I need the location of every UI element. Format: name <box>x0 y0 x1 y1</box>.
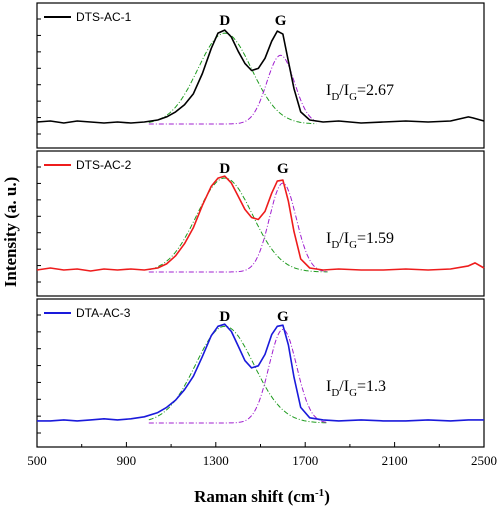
peak-label-g: G <box>275 13 287 29</box>
peak-label-d: D <box>219 13 230 29</box>
panels-layer: DTS-AC-1 D G ID/IG=2.67 DTS-AC-2 D G ID/IG=1.59… <box>36 2 485 448</box>
legend-label: DTA-AC-3 <box>76 306 131 320</box>
g-band-fit <box>148 328 328 424</box>
peak-label-d: D <box>219 161 230 177</box>
panel-3: DTA-AC-3 D G ID/IG=1.3 <box>36 298 485 448</box>
spectrum-line <box>36 29 485 124</box>
panel-2: DTS-AC-2 D G ID/IG=1.59 <box>36 150 485 297</box>
legend-label: DTS-AC-2 <box>76 158 132 172</box>
intensity-ratio-label: ID/IG=1.3 <box>326 378 386 399</box>
x-tick-label: 1300 <box>203 453 229 468</box>
intensity-ratio-label: ID/IG=2.67 <box>326 82 394 103</box>
x-axis-label: Raman shift (cm-1) <box>194 487 330 506</box>
x-tick-label: 1700 <box>292 453 318 468</box>
x-axis-label-end: ) <box>324 487 330 506</box>
spectrum-line <box>36 175 485 272</box>
x-tick-label: 500 <box>27 453 47 468</box>
x-tick-label: 2100 <box>382 453 408 468</box>
panel-frame <box>36 2 485 149</box>
d-band-fit <box>148 325 328 424</box>
d-band-fit <box>148 177 328 273</box>
x-axis-label-main: Raman shift (cm <box>194 487 315 506</box>
y-axis-label: Intensity (a. u.) <box>1 177 20 288</box>
legend-label: DTS-AC-1 <box>76 10 132 24</box>
intensity-ratio-label: ID/IG=1.59 <box>326 230 394 251</box>
peak-label-g: G <box>277 309 289 325</box>
panel-1: DTS-AC-1 D G ID/IG=2.67 <box>36 2 485 149</box>
peak-label-d: D <box>219 309 230 325</box>
peak-label-g: G <box>277 161 289 177</box>
x-axis-label-sup: -1 <box>315 487 324 499</box>
x-axis: 500 900 1300 1700 2100 2500 <box>27 442 497 468</box>
panel-frame <box>36 150 485 297</box>
g-band-fit <box>148 54 317 125</box>
spectrum-line <box>37 323 484 422</box>
d-band-fit <box>148 32 317 125</box>
panel-frame <box>36 298 485 448</box>
x-tick-label: 900 <box>117 453 137 468</box>
x-tick-label: 2500 <box>471 453 497 468</box>
